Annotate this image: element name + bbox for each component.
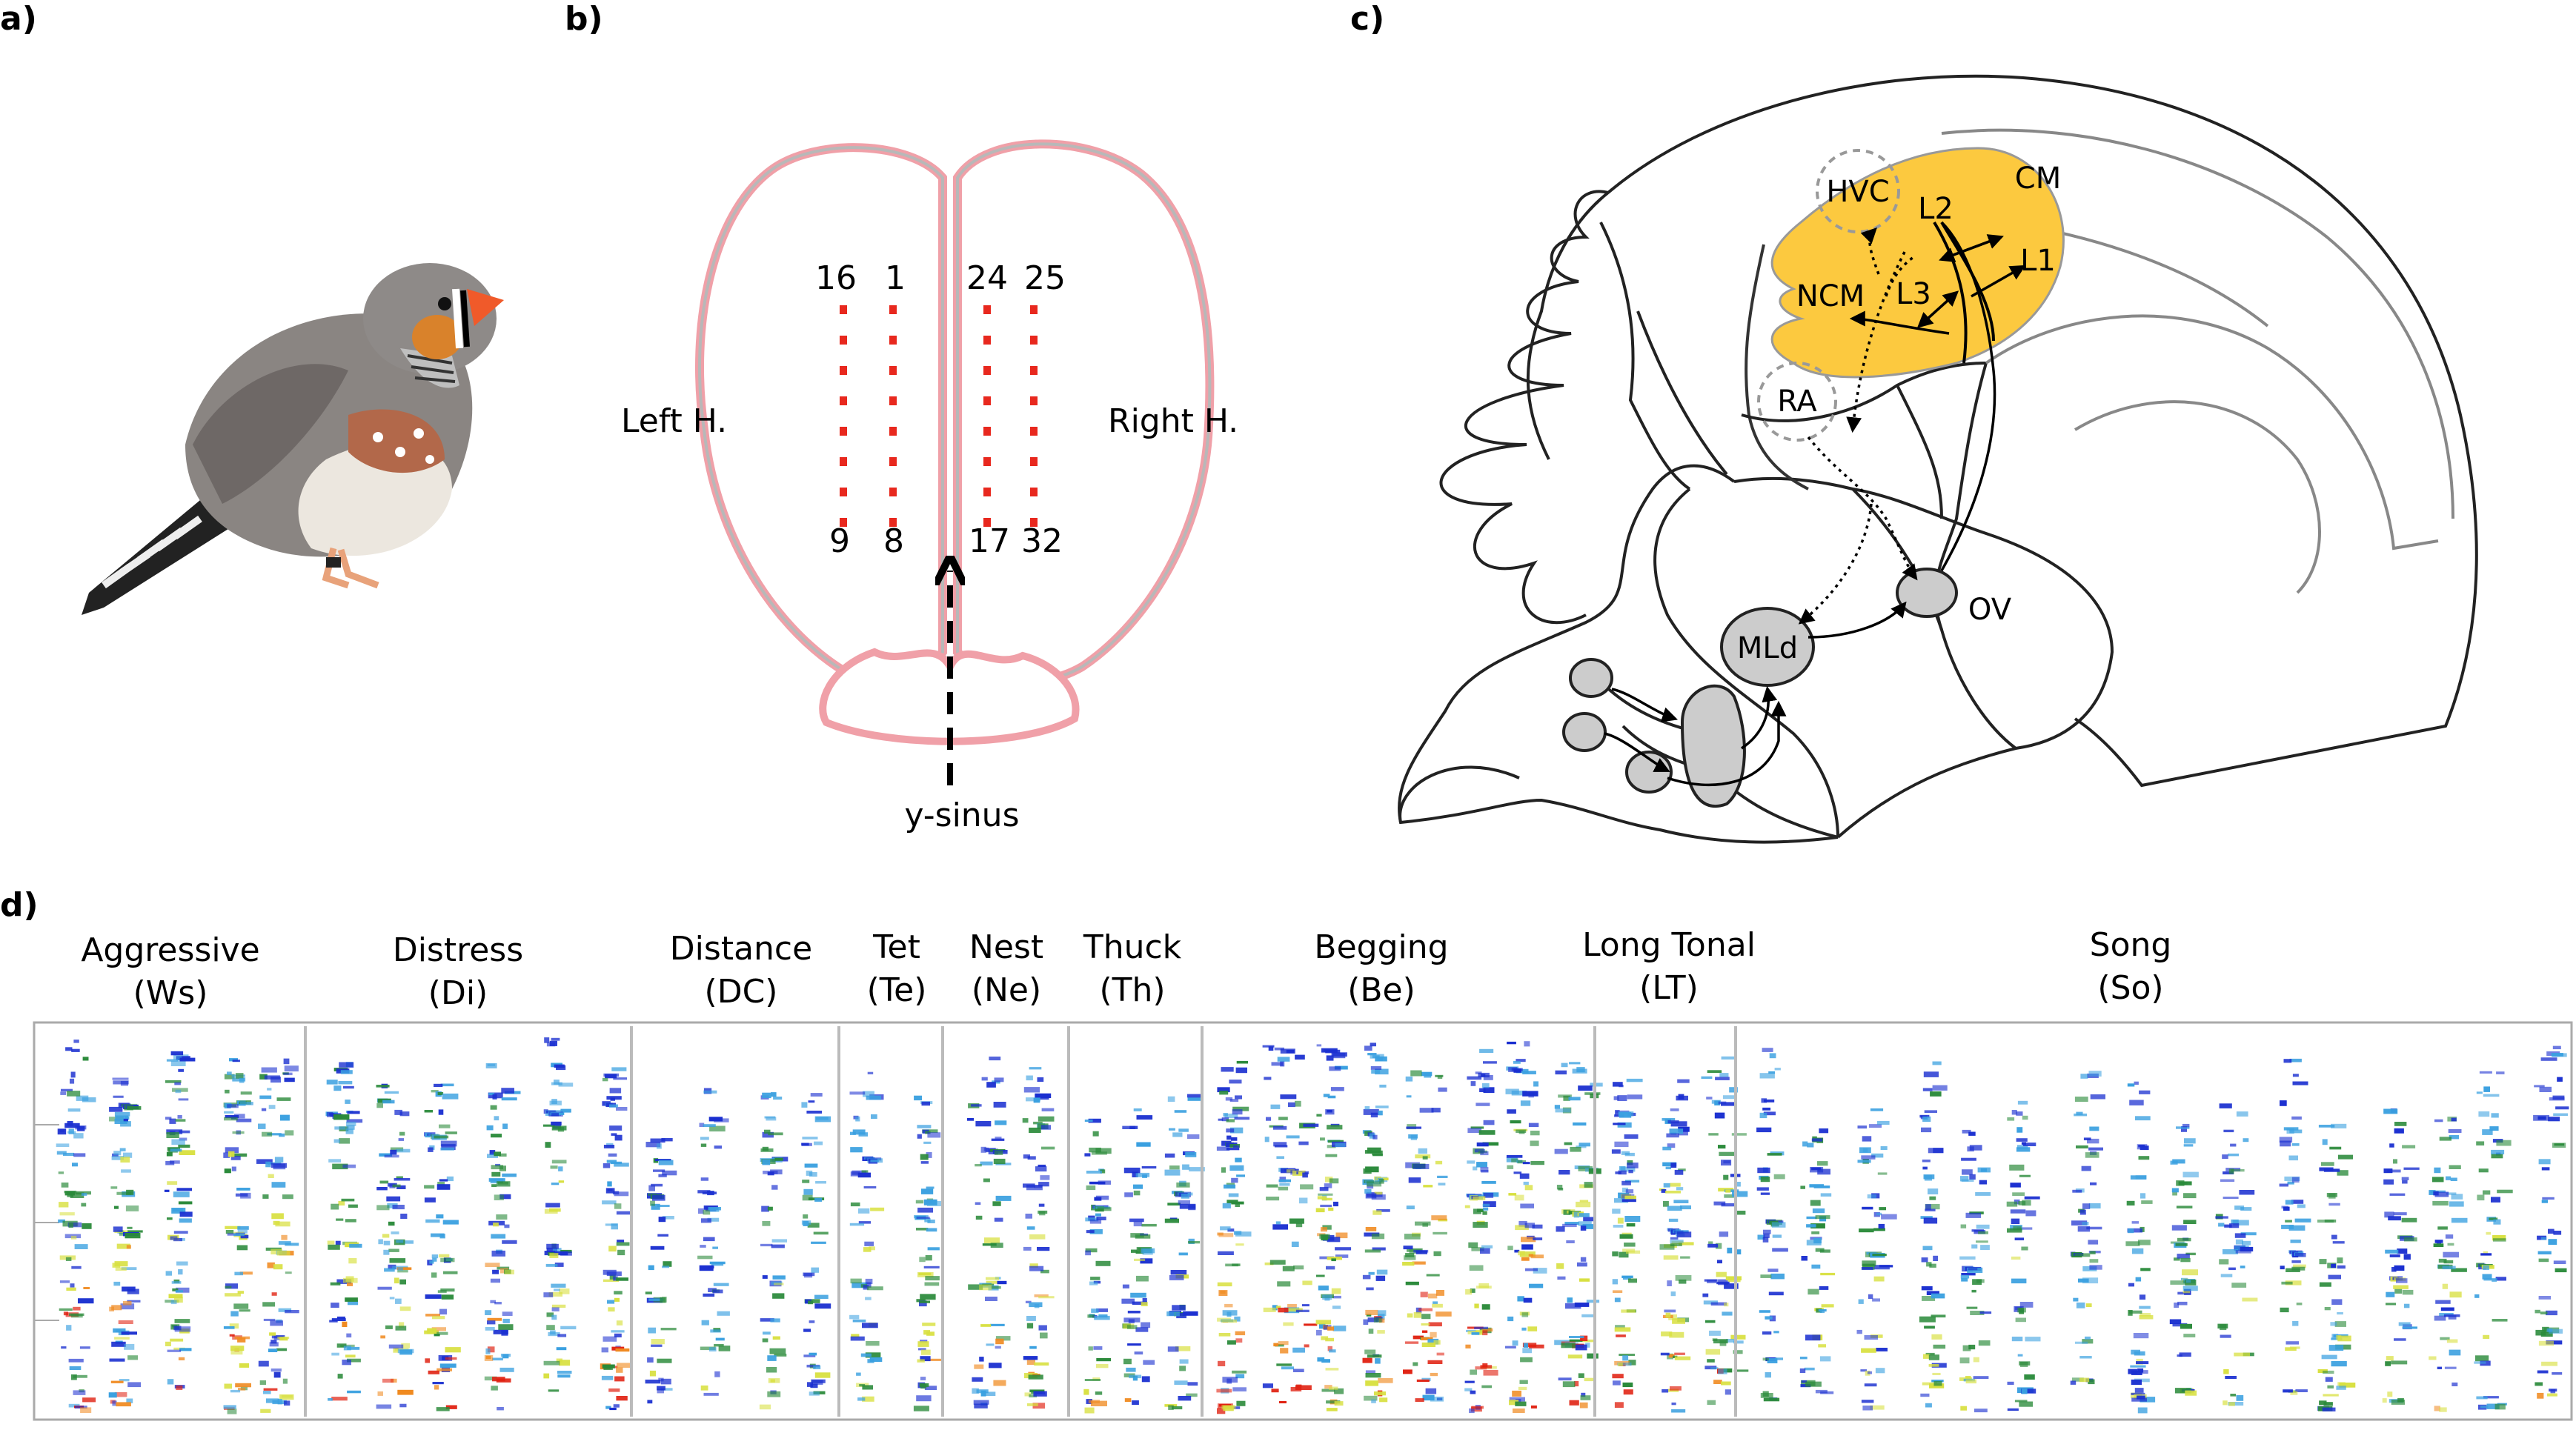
electrode-site [1030, 427, 1038, 436]
electrode-site [983, 518, 991, 527]
brain-dorsal-view [695, 139, 1215, 785]
hvc-nucleus [1816, 149, 1900, 233]
electrode-site [840, 305, 847, 314]
electrode-site [889, 427, 897, 436]
electrode-site [983, 457, 991, 466]
call-name-thuck: Thuck [1083, 928, 1182, 966]
hvc-label: HVC [1826, 175, 1889, 209]
ncm-label: NCM [1796, 279, 1865, 313]
spectrogram-panel [630, 1026, 831, 1417]
electrode-site [1030, 457, 1038, 466]
panel-a-letter: a) [0, 0, 37, 38]
call-abbr-thuck: (Th) [1099, 971, 1165, 1009]
call-abbr-nest: (Ne) [972, 971, 1041, 1009]
electrode-site [1030, 305, 1038, 314]
electrode-label-25: 25 [1024, 259, 1066, 297]
mld-label: MLd [1737, 631, 1798, 665]
electrode-label-24: 24 [966, 259, 1008, 297]
spectrogram-panel [941, 1026, 1055, 1417]
telencephalon-layers [1926, 128, 2454, 594]
electrode-site [889, 366, 897, 375]
dotted-arrows [1798, 227, 1918, 625]
spectrogram-panel [1734, 1026, 2569, 1417]
call-abbr-tet: (Te) [867, 971, 927, 1009]
spectrogram-ticks [34, 1124, 59, 1321]
call-abbr-distance: (DC) [705, 973, 778, 1011]
electrode-site [1030, 518, 1038, 527]
panel-d-letter: d) [0, 886, 39, 924]
call-abbr-distress: (Di) [428, 974, 488, 1012]
electrode-site [1030, 396, 1038, 405]
l1-label: L1 [2020, 244, 2056, 278]
right-hemisphere-label: Right H. [1108, 402, 1238, 440]
electrode-site [983, 305, 991, 314]
spectrogram-panel [304, 1026, 631, 1417]
call-type-headers: Aggressive (Ws) Distress (Di) Distance (… [81, 926, 2171, 1012]
l3-label: L3 [1896, 277, 1931, 311]
electrode-label-9: 9 [829, 522, 850, 560]
electrode-label-8: 8 [883, 522, 904, 560]
electrode-label-1: 1 [885, 259, 906, 297]
electrode-site [983, 366, 991, 375]
electrode-site [840, 366, 847, 375]
spectrogram-panel [56, 1040, 299, 1414]
left-hemisphere-label: Left H. [621, 402, 727, 440]
spectrogram-panel [1201, 1026, 1603, 1417]
electrode-site [840, 336, 847, 345]
call-name-song: Song [2090, 926, 2172, 964]
call-name-aggressive: Aggressive [81, 931, 259, 969]
call-name-nest: Nest [969, 928, 1043, 966]
electrode-site [889, 488, 897, 496]
call-name-distance: Distance [670, 930, 812, 968]
electrode-site [983, 396, 991, 405]
y-sinus-label: y-sinus [905, 797, 1020, 834]
call-name-tet: Tet [872, 928, 920, 966]
spectrogram-panel [837, 1026, 942, 1417]
electrode-site [889, 518, 897, 527]
call-abbr-aggressive: (Ws) [133, 974, 208, 1012]
electrode-site [840, 488, 847, 496]
call-name-distress: Distress [393, 931, 523, 969]
electrode-site [840, 396, 847, 405]
electrode-site [1030, 366, 1038, 375]
electrode-label-32: 32 [1021, 522, 1063, 560]
ov-label: OV [1968, 593, 2012, 627]
call-abbr-begging: (Be) [1347, 971, 1415, 1009]
electrode-site [889, 305, 897, 314]
electrode-site [983, 488, 991, 496]
spectrogram-panel [1593, 1026, 1749, 1417]
electrode-site [1030, 488, 1038, 496]
electrode-site [1030, 336, 1038, 345]
electrode-label-17: 17 [969, 522, 1010, 560]
spectrogram-panels [56, 1026, 2569, 1417]
electrode-site [889, 457, 897, 466]
spectrogram-strip [33, 1021, 2573, 1421]
electrode-label-16: 16 [815, 259, 857, 297]
electrode-site [983, 427, 991, 436]
call-name-begging: Begging [1314, 928, 1448, 966]
electrode-array [840, 305, 1038, 527]
electrode-site [889, 396, 897, 405]
call-abbr-song: (So) [2097, 969, 2163, 1007]
electrode-site [840, 457, 847, 466]
field-l-boundary [1933, 221, 1968, 364]
panel-c-letter: c) [1350, 0, 1385, 38]
cm-label: CM [2015, 162, 2061, 196]
spectrogram-panel [1067, 1026, 1205, 1417]
electrode-site [983, 336, 991, 345]
auditory-nuclei [1562, 568, 1958, 808]
l2-label: L2 [1918, 192, 1953, 226]
call-abbr-long-tonal: (LT) [1639, 969, 1699, 1007]
call-name-long-tonal: Long Tonal [1582, 926, 1756, 964]
zebra-finch-illustration [82, 263, 504, 615]
electrode-site [889, 336, 897, 345]
electrode-site [840, 427, 847, 436]
ra-nucleus [1757, 362, 1837, 442]
ra-label: RA [1777, 385, 1817, 419]
electrode-site [840, 518, 847, 527]
panel-b-letter: b) [565, 0, 603, 38]
connection-arrows [1604, 221, 2026, 787]
